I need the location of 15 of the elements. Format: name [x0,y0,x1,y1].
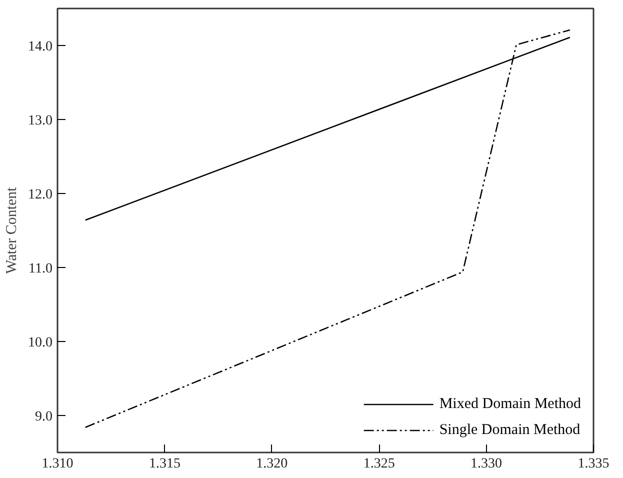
y-tick-label: 13.0 [28,114,52,128]
y-tick-label: 11.0 [28,262,53,276]
legend-label: Mixed Domain Method [439,396,581,412]
x-tick-label: 1.310 [42,456,74,472]
x-tick-label: 1.320 [256,456,288,472]
x-tick-label: 1.335 [578,456,610,472]
y-tick-label: 9.0 [35,410,52,424]
y-tick-label: 12.0 [28,188,52,202]
y-axis-title: Water Content [4,186,20,274]
legend-label: Single Domain Method [439,422,580,438]
x-tick-label: 1.325 [363,456,395,472]
y-tick-label: 14.0 [28,40,52,54]
x-tick-label: 1.315 [148,456,180,472]
y-tick-label: 10.0 [28,336,52,350]
x-tick-label: 1.330 [470,456,502,472]
